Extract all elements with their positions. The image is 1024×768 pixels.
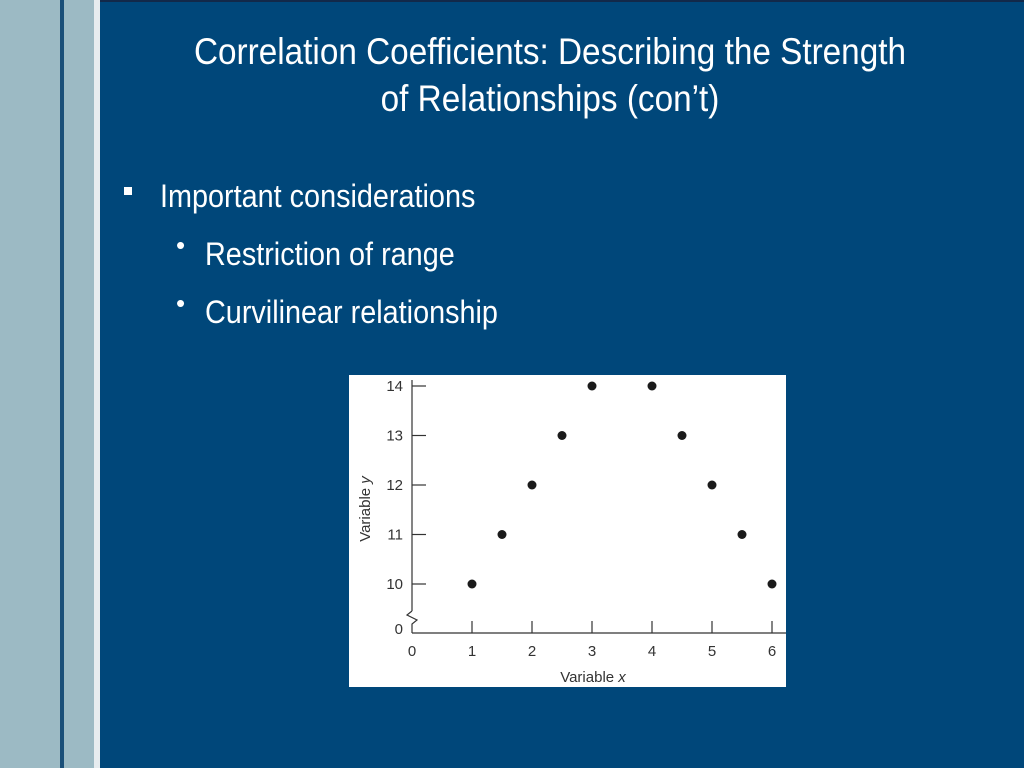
x-tick-label: 4 xyxy=(648,643,656,660)
bullet-text-important-considerations: Important considerations xyxy=(160,178,476,214)
sidebar-stripe-light xyxy=(0,0,60,768)
data-point xyxy=(737,530,747,539)
x-tick-label: 6 xyxy=(768,643,776,660)
y-axis-label: Variable y xyxy=(357,475,374,542)
sidebar-stripe-white xyxy=(94,0,100,768)
y-tick-label: 14 xyxy=(386,378,403,395)
dot-bullet-icon: • xyxy=(176,288,186,318)
bullet-item-restriction-of-range: • Restriction of range xyxy=(124,224,824,282)
x-tick-label: 2 xyxy=(528,643,536,660)
data-point xyxy=(707,480,717,490)
x-axis-label: Variable x xyxy=(560,669,626,686)
x-tick-label: 5 xyxy=(708,643,716,660)
scatter-chart: 10 11 12 13 14 0 0 1 2 3 4 5 6 Variable x Variable y xyxy=(349,375,786,687)
data-point xyxy=(497,530,507,539)
x-tick-label: 1 xyxy=(468,643,476,660)
x-tick-label: 3 xyxy=(588,643,596,660)
data-point xyxy=(677,431,687,440)
data-point xyxy=(587,381,597,391)
x-tick-label: 0 xyxy=(408,643,416,660)
data-point xyxy=(767,579,777,589)
sidebar-stripe-mid xyxy=(64,0,94,768)
y-tick-label: 13 xyxy=(386,428,403,445)
bullet-text-curvilinear-relationship: Curvilinear relationship xyxy=(205,294,498,330)
sidebar-stripe-dark xyxy=(60,0,64,768)
slide-title: Correlation Coefficients: Describing the… xyxy=(172,28,928,122)
data-point xyxy=(467,579,477,589)
slide-title-line-2: of Relationships (con’t) xyxy=(380,78,720,119)
bullet-item-curvilinear-relationship: • Curvilinear relationship xyxy=(124,282,824,340)
top-border-line xyxy=(100,0,1024,2)
data-point xyxy=(527,480,537,490)
y-tick-label: 12 xyxy=(386,477,403,494)
square-bullet-icon xyxy=(124,187,132,195)
y-axis-break-mark xyxy=(405,610,419,633)
slide-title-line-1: Correlation Coefficients: Describing the… xyxy=(193,31,907,72)
bullet-item-level1: Important considerations xyxy=(124,178,824,224)
data-point xyxy=(647,381,657,391)
data-point xyxy=(557,431,567,440)
y-tick-label: 10 xyxy=(386,576,403,593)
dot-bullet-icon: • xyxy=(176,230,186,260)
y-tick-label: 0 xyxy=(395,621,403,638)
bullet-list: Important considerations • Restriction o… xyxy=(124,178,824,340)
y-tick-label: 11 xyxy=(387,527,403,544)
bullet-text-restriction-of-range: Restriction of range xyxy=(205,236,455,272)
